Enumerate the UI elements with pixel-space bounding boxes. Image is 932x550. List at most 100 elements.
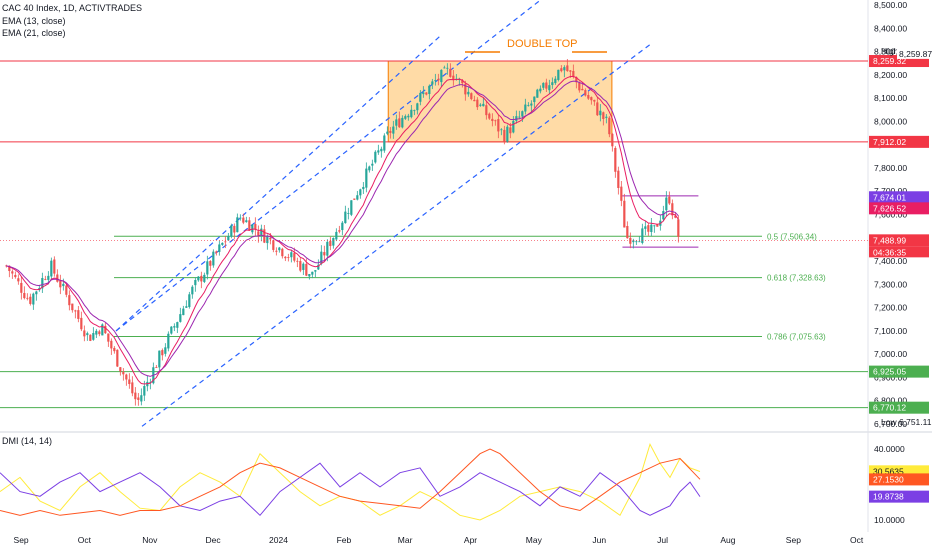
- x-tick-label: Apr: [464, 535, 477, 545]
- fib-level-label: 0.5 (7,506.34): [767, 232, 817, 241]
- candle-body: [338, 230, 341, 232]
- candle-body: [14, 274, 17, 278]
- level-price-label: 6,925.05: [873, 367, 906, 377]
- x-tick-label: Jul: [657, 535, 668, 545]
- candle-body: [530, 103, 533, 106]
- level-price-tag: [869, 135, 929, 148]
- candle-body: [473, 99, 476, 102]
- candle-body: [401, 117, 404, 128]
- candle-body: [170, 326, 173, 334]
- channel-upper-line[interactable]: [115, 34, 442, 332]
- candle-body: [521, 111, 524, 117]
- dmi-series-diminus[interactable]: [0, 462, 701, 517]
- candle-body: [593, 99, 596, 102]
- ema21-line[interactable]: [6, 80, 679, 377]
- candle-body: [302, 263, 305, 270]
- candle-body: [626, 225, 629, 239]
- candle-body: [329, 240, 332, 247]
- candle-body: [134, 392, 137, 400]
- candle-body: [194, 280, 197, 286]
- candle-body: [83, 330, 86, 337]
- candle-body: [623, 200, 626, 228]
- channel-upper-extension[interactable]: [115, 0, 552, 332]
- candle-body: [638, 241, 641, 243]
- candle-body: [197, 276, 200, 281]
- candle-body: [8, 265, 11, 272]
- candle-body: [317, 264, 320, 270]
- candle-body: [395, 119, 398, 126]
- candle-body: [668, 196, 671, 204]
- candle-body: [650, 224, 653, 233]
- candle-body: [602, 112, 605, 119]
- candle-body: [203, 274, 206, 282]
- candle-body: [551, 82, 554, 86]
- candle-body: [647, 225, 650, 232]
- candle-body: [632, 240, 635, 243]
- level-price-label: 7,912.02: [873, 137, 906, 147]
- candle-body: [272, 240, 275, 250]
- x-tick-label: Jun: [592, 535, 606, 545]
- candle-body: [287, 257, 290, 258]
- dmi-series-adx[interactable]: [0, 448, 701, 516]
- candle-body: [251, 224, 254, 233]
- price-tick-label: 7,400.00: [874, 256, 907, 266]
- candle-body: [524, 104, 527, 112]
- x-tick-label: Mar: [398, 535, 413, 545]
- level-price-tag: [869, 401, 929, 414]
- channel-lower-line[interactable]: [141, 44, 651, 427]
- candle-body: [260, 228, 263, 235]
- candle-body: [371, 163, 374, 166]
- candle-body: [95, 330, 98, 335]
- candle-body: [494, 120, 497, 122]
- high-tag-bg: [897, 47, 929, 59]
- candle-body: [548, 85, 551, 91]
- candle-body: [413, 110, 416, 112]
- candle-body: [80, 317, 83, 330]
- candle-body: [662, 211, 665, 220]
- double-top-zone[interactable]: [387, 60, 613, 143]
- candle-body: [29, 296, 32, 304]
- current-value-tag: [869, 191, 929, 204]
- level-price-label: 6,770.12: [873, 403, 906, 413]
- candle-body: [527, 105, 530, 107]
- candle-body: [77, 310, 80, 319]
- dmi-series-diplus[interactable]: [0, 442, 701, 521]
- candle-body: [131, 382, 134, 394]
- candle-body: [224, 241, 227, 243]
- price-tick-label: 7,000.00: [874, 349, 907, 359]
- candle-body: [368, 166, 371, 171]
- countdown-label: 04:36:35: [873, 247, 906, 257]
- candle-body: [110, 340, 113, 349]
- candle-body: [500, 129, 503, 131]
- candle-body: [464, 83, 467, 95]
- candle-body: [248, 220, 251, 231]
- x-tick-label: Aug: [720, 535, 735, 545]
- candle-body: [482, 103, 485, 107]
- candle-body: [122, 371, 125, 375]
- candle-body: [173, 326, 176, 328]
- high-tag-text: High: [881, 46, 899, 56]
- countdown-tag: [869, 246, 929, 258]
- candle-body: [167, 333, 170, 349]
- dmi-value-tag: [869, 473, 929, 486]
- candle-body: [635, 241, 638, 243]
- candle-body: [488, 113, 491, 119]
- candle-body: [665, 197, 668, 211]
- candle-body: [518, 116, 521, 118]
- current-value-tag: [869, 234, 929, 247]
- current-value-tag: [869, 202, 929, 215]
- dmi-label: DMI (14, 14): [2, 436, 53, 446]
- dmi-tick-label: 40.0000: [874, 444, 905, 454]
- candle-body: [536, 89, 539, 98]
- candle-body: [257, 231, 260, 236]
- low-tag-value: 6,751.11: [899, 417, 932, 427]
- candle-body: [281, 248, 284, 257]
- candle-body: [332, 237, 335, 246]
- candle-body: [119, 367, 122, 372]
- candle-body: [209, 261, 212, 266]
- candle-body: [32, 293, 35, 305]
- candle-body: [377, 150, 380, 153]
- candle-body: [641, 228, 644, 243]
- candle-body: [503, 129, 506, 142]
